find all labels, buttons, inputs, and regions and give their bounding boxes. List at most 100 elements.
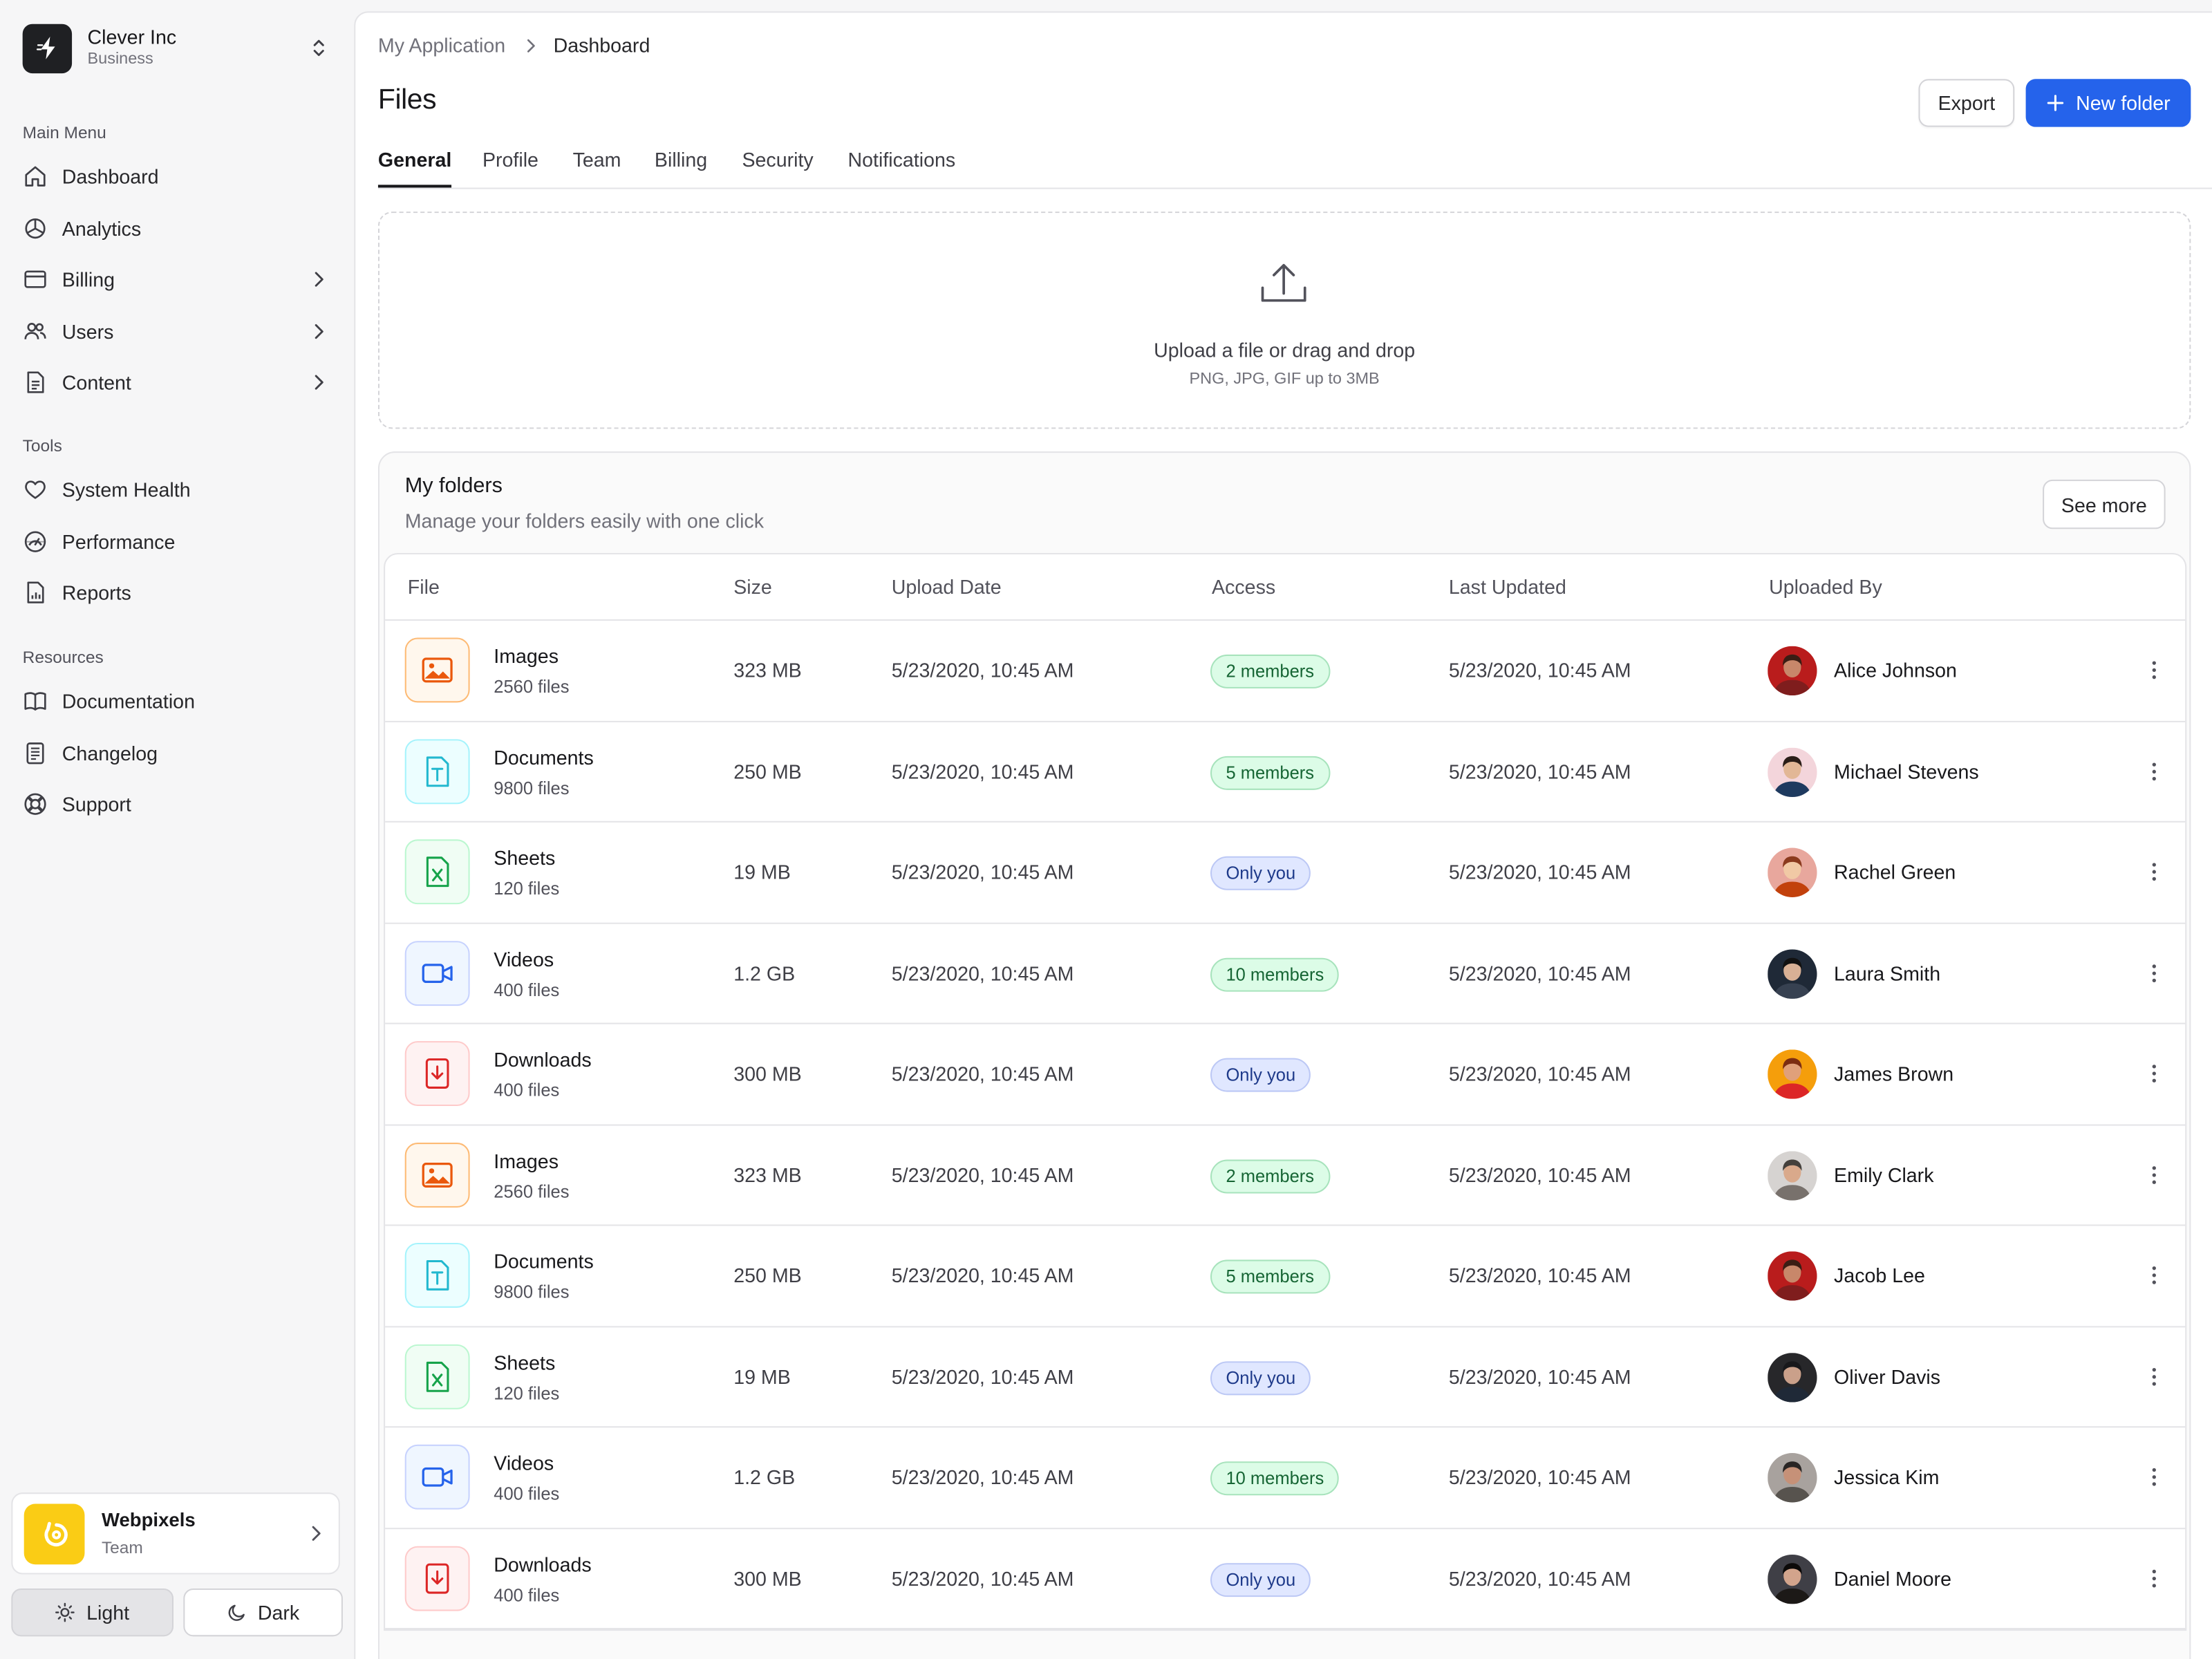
new-folder-button[interactable]: New folder [2025, 79, 2191, 127]
documents-folder-icon [404, 1242, 470, 1308]
folder-name[interactable]: Documents [494, 745, 594, 769]
more-options-icon[interactable] [2143, 1566, 2166, 1589]
uploader-name: Jessica Kim [1834, 1465, 1940, 1489]
uploader-name: Alice Johnson [1834, 659, 1957, 682]
table-row[interactable]: Videos 400 files 1.2 GB 5/23/2020, 10:45 AM… [385, 924, 2186, 1024]
table-row[interactable]: Documents 9800 files 250 MB 5/23/2020, 10:4… [385, 1226, 2186, 1327]
more-options-icon[interactable] [2143, 1264, 2166, 1287]
export-button[interactable]: Export [1918, 79, 2015, 127]
avatar [1768, 847, 1817, 897]
folders-table: File Size Upload Date Access Last Updated Upl… [384, 552, 2187, 1631]
avatar [1768, 747, 1817, 797]
folder-name[interactable]: Videos [494, 1451, 554, 1474]
folder-name[interactable]: Sheets [494, 1351, 556, 1374]
sidebar-item-content[interactable]: Content [11, 359, 338, 404]
tab-notifications[interactable]: Notifications [847, 148, 956, 171]
folder-size: 250 MB [733, 1264, 802, 1287]
sidebar-item-documentation[interactable]: Documentation [11, 679, 338, 724]
sidebar-item-performance[interactable]: Performance [11, 518, 338, 563]
last-updated: 5/23/2020, 10:45 AM [1448, 1365, 1631, 1388]
table-row[interactable]: Downloads 400 files 300 MB 5/23/2020, 10:45… [385, 1024, 2186, 1125]
sidebar-item-system-health[interactable]: System Health [11, 467, 338, 512]
upload-date: 5/23/2020, 10:45 AM [891, 1264, 1074, 1287]
tab-billing[interactable]: Billing [654, 148, 708, 171]
sidebar-item-billing[interactable]: Billing [11, 256, 338, 301]
chevrons-up-down-icon[interactable] [308, 37, 330, 59]
table-row[interactable]: Images 2560 files 323 MB 5/23/2020, 10:45 A… [385, 621, 2186, 722]
upload-icon [1259, 263, 1307, 305]
access-badge: 5 members [1210, 1259, 1330, 1294]
org-name: Clever Inc [87, 25, 177, 48]
sidebar-item-label: Changelog [62, 741, 158, 765]
credit-card-icon [23, 267, 48, 292]
more-options-icon[interactable] [2143, 760, 2166, 782]
sidebar-item-analytics[interactable]: Analytics [11, 205, 338, 250]
folder-file-count: 2560 files [494, 677, 570, 697]
org-switcher[interactable]: Clever Inc Business [22, 23, 333, 73]
sidebar-item-reports[interactable]: Reports [11, 570, 338, 615]
more-options-icon[interactable] [2143, 1465, 2166, 1488]
new-folder-label: New folder [2076, 91, 2171, 115]
my-folders-card: My folders Manage your folders easily wi… [377, 451, 2191, 1659]
team-switcher[interactable]: Webpixels Team [11, 1492, 340, 1575]
table-header: File Size Upload Date Access Last Updated Upl… [385, 554, 2186, 621]
column-header: Last Updated [1448, 575, 1566, 599]
folders-subtitle: Manage your folders easily with one clic… [404, 509, 765, 532]
tab-security[interactable]: Security [742, 148, 814, 171]
theme-dark-button[interactable]: Dark [183, 1588, 343, 1637]
uploader-name: Daniel Moore [1834, 1566, 1951, 1589]
table-row[interactable]: Downloads 400 files 300 MB 5/23/2020, 10:45… [385, 1528, 2186, 1630]
more-options-icon[interactable] [2143, 1365, 2166, 1387]
breadcrumb-current: Dashboard [553, 33, 650, 57]
last-updated: 5/23/2020, 10:45 AM [1448, 659, 1631, 682]
sidebar-item-users[interactable]: Users [11, 308, 338, 353]
folder-size: 323 MB [733, 1163, 802, 1186]
folder-name[interactable]: Downloads [494, 1048, 592, 1071]
sun-icon [55, 1602, 75, 1622]
more-options-icon[interactable] [2143, 962, 2166, 984]
upload-date: 5/23/2020, 10:45 AM [891, 961, 1074, 984]
folder-name[interactable]: Downloads [494, 1552, 592, 1575]
upload-date: 5/23/2020, 10:45 AM [891, 759, 1074, 782]
home-icon [23, 164, 48, 189]
breadcrumb-parent[interactable]: My Application [377, 33, 506, 57]
main-panel: My Application Dashboard Files Export Ne… [354, 11, 2212, 1659]
tab-general[interactable]: General [377, 148, 452, 188]
table-row[interactable]: Sheets 120 files 19 MB 5/23/2020, 10:45 AM O… [385, 1327, 2186, 1428]
book-icon [23, 688, 48, 714]
folder-name[interactable]: Sheets [494, 846, 556, 870]
tab-profile[interactable]: Profile [482, 148, 538, 171]
more-options-icon[interactable] [2143, 1062, 2166, 1085]
more-options-icon[interactable] [2143, 861, 2166, 883]
uploader-name: Oliver Davis [1834, 1365, 1941, 1388]
access-badge: 5 members [1210, 755, 1330, 789]
upload-dropzone[interactable]: Upload a file or drag and drop PNG, JPG,… [377, 212, 2191, 429]
tab-team[interactable]: Team [572, 148, 621, 171]
more-options-icon[interactable] [2143, 659, 2166, 682]
table-row[interactable]: Images 2560 files 323 MB 5/23/2020, 10:45 A… [385, 1125, 2186, 1226]
sidebar-item-support[interactable]: Support [11, 782, 338, 827]
folder-file-count: 120 files [494, 1383, 560, 1403]
access-badge: 10 members [1210, 957, 1340, 991]
table-row[interactable]: Sheets 120 files 19 MB 5/23/2020, 10:45 AM O… [385, 823, 2186, 924]
theme-light-button[interactable]: Light [11, 1588, 174, 1637]
team-name: Webpixels [101, 1508, 196, 1530]
gauge-icon [23, 528, 48, 554]
folder-name[interactable]: Videos [494, 947, 554, 971]
lifebuoy-icon [23, 791, 48, 817]
table-row[interactable]: Documents 9800 files 250 MB 5/23/2020, 10:4… [385, 722, 2186, 823]
more-options-icon[interactable] [2143, 1163, 2166, 1186]
sidebar-item-changelog[interactable]: Changelog [11, 730, 338, 775]
table-row[interactable]: Videos 400 files 1.2 GB 5/23/2020, 10:45 AM… [385, 1427, 2186, 1529]
sidebar-item-dashboard[interactable]: Dashboard [11, 153, 338, 198]
folder-name[interactable]: Documents [494, 1250, 594, 1273]
sidebar-item-label: Analytics [62, 216, 142, 239]
see-more-button[interactable]: See more [2043, 479, 2166, 529]
sidebar-item-label: Content [62, 371, 131, 394]
folder-name[interactable]: Images [494, 1149, 559, 1172]
chevron-right-icon [308, 371, 330, 394]
chevron-right-icon [308, 319, 330, 342]
folder-name[interactable]: Images [494, 644, 559, 668]
org-plan: Business [87, 50, 153, 68]
